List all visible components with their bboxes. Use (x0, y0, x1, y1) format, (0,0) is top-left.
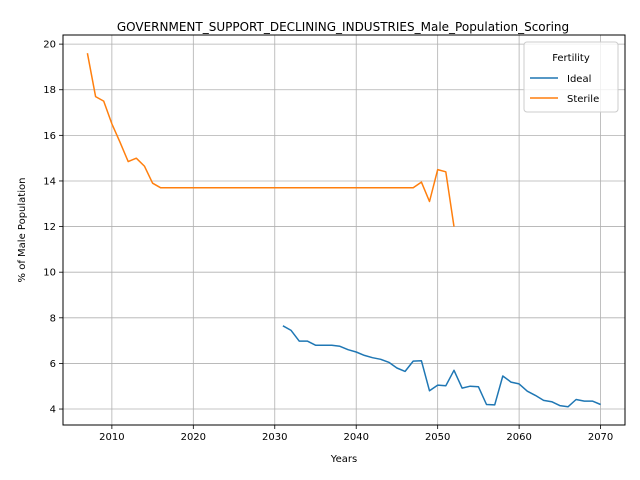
series-line-ideal (282, 325, 601, 408)
y-tick-label: 6 (50, 359, 56, 370)
grid (63, 35, 625, 425)
y-tick-label: 4 (50, 405, 56, 416)
y-tick-label: 8 (50, 313, 56, 324)
legend: Fertility Ideal Sterile (523, 41, 619, 113)
y-tick-label: 10 (43, 268, 56, 279)
axis-ticks: 2010 2020 2030 2040 2050 2060 2070 4 6 8 10 12 14 16 1… (43, 40, 613, 443)
x-tick-label: 2070 (588, 432, 613, 443)
x-tick-label: 2050 (425, 432, 450, 443)
x-tick-label: 2060 (506, 432, 531, 443)
legend-box (523, 41, 619, 113)
x-tick-label: 2030 (262, 432, 287, 443)
y-axis-label: % of Male Population (17, 178, 28, 283)
x-tick-label: 2020 (181, 432, 206, 443)
plot-frame (62, 34, 626, 426)
y-tick-label: 18 (43, 85, 56, 96)
x-tick-label: 2040 (343, 432, 368, 443)
y-tick-label: 14 (43, 176, 56, 187)
legend-title: Fertility (552, 53, 590, 64)
x-tick-label: 2010 (99, 432, 124, 443)
series-line-sterile (86, 53, 455, 227)
series-lines (86, 53, 601, 408)
y-tick-label: 20 (43, 40, 56, 51)
chart-title: GOVERNMENT_SUPPORT_DECLINING_INDUSTRIES_… (117, 20, 569, 34)
y-tick-label: 16 (43, 131, 56, 142)
legend-label-sterile: Sterile (567, 94, 599, 105)
x-axis-label: Years (330, 454, 357, 465)
legend-label-ideal: Ideal (567, 74, 591, 85)
y-tick-label: 12 (43, 222, 56, 233)
